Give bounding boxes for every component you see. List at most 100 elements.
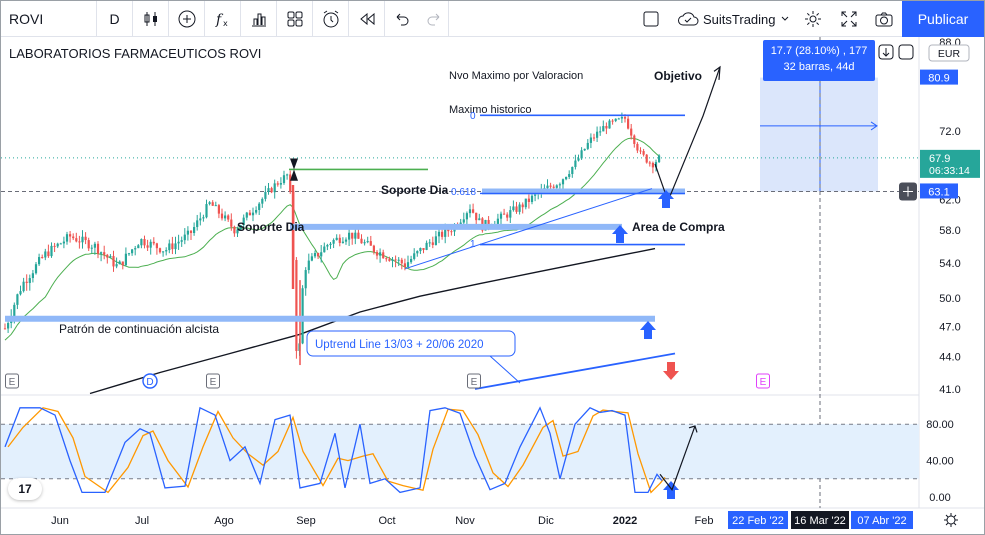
event-marker-box [5, 373, 19, 389]
candle [360, 234, 363, 244]
bar-chart-icon[interactable] [241, 0, 277, 37]
candle [193, 222, 196, 236]
candle-body [623, 117, 627, 119]
candle [372, 244, 375, 255]
candle [630, 123, 633, 140]
candle-body [255, 209, 258, 213]
candle [596, 126, 599, 143]
candle-body [320, 252, 323, 257]
candle [267, 182, 270, 195]
candle [165, 247, 168, 256]
add-indicator-icon[interactable] [169, 0, 205, 37]
candle [127, 252, 131, 256]
candle [44, 248, 47, 261]
candle-body [276, 183, 279, 185]
candle [326, 243, 329, 251]
candle-body [245, 212, 248, 218]
layout-grid-icon[interactable] [277, 0, 313, 37]
redo-icon[interactable] [419, 0, 449, 37]
candle [627, 114, 630, 130]
cloud-icon [678, 12, 699, 26]
event-marker[interactable]: D [142, 373, 158, 389]
camera-icon[interactable] [867, 1, 901, 37]
undo-icon[interactable] [385, 1, 419, 37]
uptrend-callout-pointer [489, 355, 521, 384]
candle [416, 250, 419, 257]
layout-name-button[interactable]: SuitsTrading [677, 1, 790, 37]
axis-settings-icon[interactable] [944, 513, 958, 527]
candle-body [233, 226, 236, 234]
candle-body [28, 278, 31, 283]
candle [382, 249, 385, 259]
candle-body [84, 236, 87, 241]
header-arrow-icon[interactable] [878, 44, 894, 60]
candle-body [208, 202, 211, 205]
candle [258, 202, 261, 215]
candle [230, 213, 233, 231]
candle [363, 239, 366, 246]
candle-body [472, 209, 475, 213]
candle-body [388, 259, 391, 261]
gear-icon [946, 515, 956, 525]
candle-body [521, 204, 524, 208]
candle [227, 214, 230, 222]
currency-button[interactable] [928, 44, 970, 62]
candle [527, 193, 530, 209]
event-marker[interactable]: E [206, 373, 220, 389]
candle-body [450, 231, 453, 233]
candle-body [475, 212, 478, 221]
candle-body [75, 238, 78, 242]
interval-button[interactable]: D [97, 0, 133, 37]
candle [413, 248, 416, 261]
event-marker[interactable]: E [467, 373, 481, 389]
candle-body [7, 323, 10, 329]
event-marker[interactable]: E [756, 373, 770, 389]
candle [329, 241, 332, 249]
time-highlight-label: 22 Feb '22 [732, 515, 784, 527]
crosshair-price-label: 63.1 [928, 186, 949, 198]
candle-body [115, 264, 118, 267]
candle [465, 211, 468, 227]
candle-body [47, 251, 50, 257]
candle-body [59, 243, 62, 245]
candles-icon[interactable] [133, 0, 169, 37]
candle-body [289, 174, 292, 192]
candle-body [137, 245, 140, 249]
candle-body [360, 238, 363, 244]
candle-body [565, 176, 568, 180]
candle [242, 214, 245, 229]
candle-body [19, 291, 22, 295]
candle-body [636, 143, 639, 151]
candle [503, 208, 506, 215]
candle-body [317, 253, 320, 257]
candle [301, 285, 304, 345]
event-marker-box [467, 373, 481, 389]
candle [233, 225, 236, 237]
event-marker[interactable]: E [5, 373, 19, 389]
square-icon[interactable] [634, 1, 668, 37]
candle-body [177, 241, 180, 244]
measure-line-1: 17.7 (28.10%) , 177 [770, 45, 868, 57]
candle-body [363, 242, 366, 244]
symbol-search-button[interactable]: ROVI [1, 0, 97, 37]
gear-icon[interactable] [796, 1, 830, 37]
candle [571, 166, 574, 178]
publish-button[interactable]: Publicar [902, 1, 984, 37]
candle [478, 213, 481, 221]
candle-body [146, 245, 149, 248]
refresh-icon[interactable] [898, 44, 914, 60]
candle-body [186, 230, 189, 235]
alert-icon[interactable] [313, 0, 349, 37]
candle-body [279, 183, 282, 185]
fullscreen-icon[interactable] [832, 1, 866, 37]
candle [434, 230, 437, 246]
candle-body [351, 232, 354, 239]
candle-body [614, 118, 617, 121]
replay-icon[interactable] [349, 0, 385, 37]
candle-body [121, 261, 124, 266]
candle [81, 230, 84, 249]
candle [589, 133, 592, 149]
candle-body [354, 232, 357, 239]
